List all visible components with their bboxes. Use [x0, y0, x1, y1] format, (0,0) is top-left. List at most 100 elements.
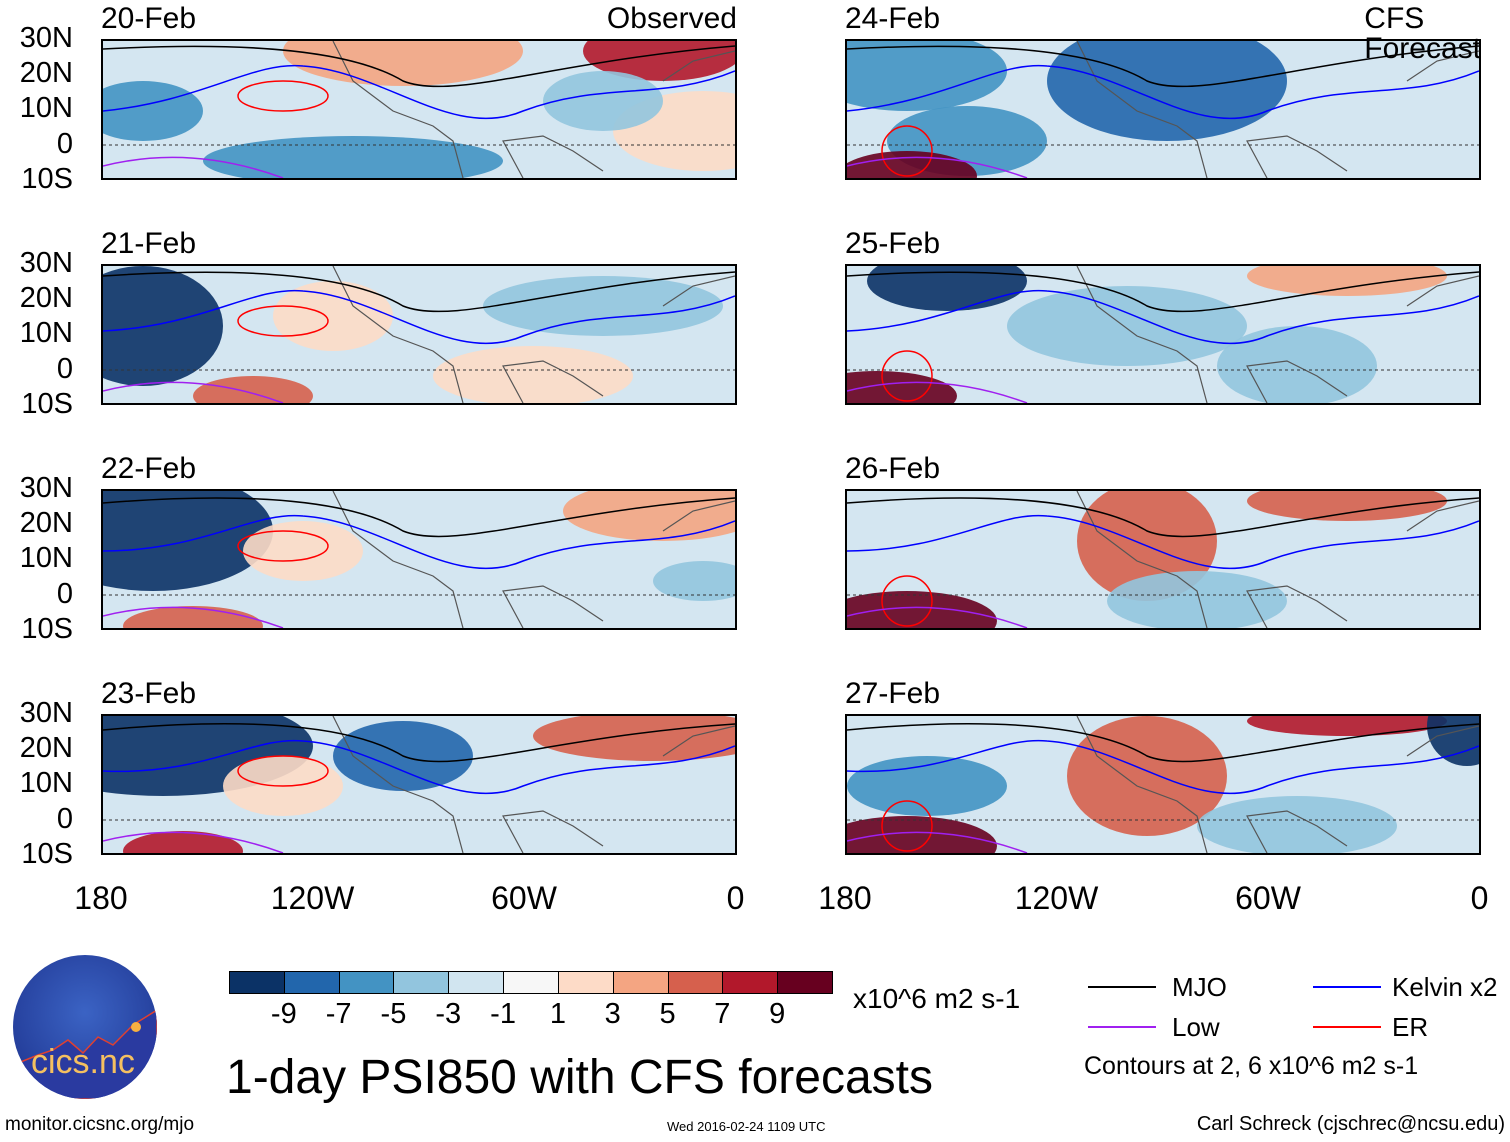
kelvin-contour	[847, 514, 1479, 570]
panel-date: 26-Feb	[845, 452, 941, 485]
anomaly-shading	[103, 81, 203, 141]
anomaly-shading	[1067, 716, 1227, 836]
coastline	[1076, 716, 1479, 853]
low-contour	[103, 156, 284, 178]
psi850-field	[847, 491, 1479, 628]
figure-title: 1-day PSI850 with CFS forecasts	[226, 1051, 933, 1104]
coastline	[332, 491, 735, 628]
map-panel-22-feb	[101, 489, 737, 630]
anomaly-shading	[1047, 41, 1287, 141]
anomaly-shading	[533, 716, 735, 761]
y-tick-label: 30N	[19, 22, 73, 54]
er-contour	[881, 125, 933, 177]
low-contour	[103, 606, 284, 628]
colorbar-label: 7	[714, 998, 731, 1030]
colorbar-label: 1	[549, 998, 566, 1030]
panel-date: 21-Feb	[101, 227, 197, 260]
colorbar-label: -7	[325, 998, 352, 1030]
colorbar-swatch	[503, 971, 559, 994]
anomaly-shading	[563, 491, 735, 541]
anomaly-shading	[1247, 266, 1447, 296]
x-tick-label: 180	[74, 880, 128, 916]
colorbar-swatch	[229, 971, 285, 994]
logo-text: cics.nc	[31, 1043, 135, 1081]
anomaly-shading	[847, 371, 957, 403]
colorbar-swatch	[667, 971, 724, 994]
y-tick-label: 10S	[21, 387, 73, 420]
legend-label-er: ER	[1392, 1012, 1429, 1042]
psi850-field	[103, 266, 735, 403]
x-tick-label: 120W	[1014, 880, 1099, 916]
low-contour	[847, 831, 1028, 853]
anomaly-shading	[1007, 286, 1247, 366]
y-tick-label: 10S	[21, 837, 73, 870]
logo: cics.nc	[13, 955, 157, 1099]
er-contour	[881, 800, 933, 852]
colorbar-swatch	[283, 971, 340, 994]
coastline	[332, 41, 735, 178]
mjo-contour	[103, 271, 735, 313]
legend-line-low	[1088, 1026, 1156, 1028]
panel-date: 27-Feb	[845, 677, 941, 710]
kelvin-contour	[847, 739, 1479, 795]
map-panel-25-feb	[845, 264, 1481, 405]
mjo-contour	[847, 45, 1479, 88]
anomaly-shading	[1107, 571, 1287, 628]
map-panel-20-feb	[101, 39, 737, 180]
anomaly-shading	[1197, 796, 1397, 853]
low-contour	[847, 606, 1028, 628]
anomaly-shading	[847, 41, 1007, 111]
coastline	[1076, 266, 1479, 403]
anomaly-shading	[433, 346, 633, 403]
y-tick-label: 30N	[19, 472, 73, 504]
anomaly-shading	[847, 151, 977, 178]
x-tick-label: 60W	[1235, 880, 1301, 916]
colorbar-label: -9	[270, 998, 297, 1030]
coastline	[332, 266, 735, 403]
author-credit: Carl Schreck (cjschrec@ncsu.edu)	[1196, 1113, 1505, 1135]
colorbar-label: 3	[604, 998, 621, 1030]
psi850-field	[847, 716, 1479, 853]
legend-line-kelvin	[1313, 986, 1381, 988]
kelvin-contour	[103, 64, 735, 120]
panel-date: 22-Feb	[101, 452, 197, 485]
colorbar-swatch	[722, 971, 779, 994]
map-panel-21-feb	[101, 264, 737, 405]
y-tick-label: 0	[56, 352, 73, 385]
anomaly-shading	[123, 606, 263, 628]
er-contour	[237, 80, 329, 112]
colorbar-label: -5	[380, 998, 407, 1030]
er-contour	[237, 530, 329, 562]
source-url[interactable]: monitor.cicsnc.org/mjo	[5, 1114, 195, 1135]
anomaly-shading	[1247, 491, 1447, 521]
y-tick-label: 30N	[19, 697, 73, 729]
coastline	[332, 716, 735, 853]
kelvin-contour	[103, 739, 735, 795]
anomaly-shading	[847, 591, 997, 628]
low-contour	[103, 831, 284, 853]
colorbar-label: 9	[769, 998, 786, 1030]
panel-tag: Observed	[606, 2, 737, 35]
anomaly-shading	[867, 266, 1027, 311]
x-tick-label: 0	[1470, 880, 1489, 916]
colorbar-swatch	[448, 971, 505, 994]
psi850-field	[103, 491, 735, 628]
legend-label-mjo: MJO	[1172, 972, 1227, 1002]
anomaly-shading	[483, 276, 723, 336]
anomaly-shading	[543, 71, 663, 131]
y-tick-label: 10S	[21, 162, 73, 195]
y-tick-label: 10N	[19, 767, 73, 800]
map-panel-26-feb	[845, 489, 1481, 630]
mjo-contour	[103, 45, 735, 88]
anomaly-shading	[1217, 326, 1377, 403]
y-tick-label: 10N	[19, 92, 73, 125]
mjo-contour	[847, 497, 1479, 538]
anomaly-shading	[283, 41, 523, 86]
y-tick-label: 20N	[19, 282, 73, 315]
map-panel-27-feb	[845, 714, 1481, 855]
anomaly-shading	[1247, 716, 1447, 736]
coastline	[1076, 491, 1479, 628]
mjo-contour	[103, 723, 735, 763]
panel-date: 25-Feb	[845, 227, 941, 260]
